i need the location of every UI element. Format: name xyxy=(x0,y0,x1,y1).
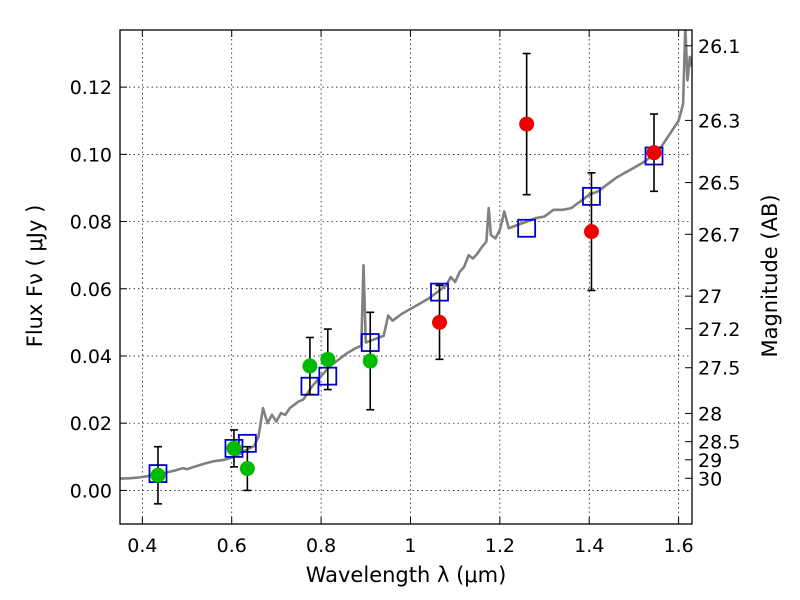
y-tick-label: 0.10 xyxy=(70,144,112,166)
y-tick-label: 0.00 xyxy=(70,480,112,502)
y2-tick-label: 28 xyxy=(698,403,722,425)
x-tick-label: 0.6 xyxy=(217,535,247,557)
grid-lines xyxy=(120,30,692,524)
y2-tick-label: 27 xyxy=(698,286,722,308)
y2-axis-label: Magnitude (AB) xyxy=(758,194,782,357)
x-tick-label: 1 xyxy=(404,535,416,557)
x-axis-label: Wavelength λ (μm) xyxy=(306,563,507,587)
data-point-marker xyxy=(150,467,166,483)
y-tick-label: 0.12 xyxy=(70,77,112,99)
data-point-marker xyxy=(226,440,242,456)
y2-tick-label: 26.1 xyxy=(698,36,740,58)
model-square-marker xyxy=(517,218,537,238)
data-point-marker xyxy=(519,116,535,132)
data-point-marker xyxy=(432,314,448,330)
y2-tick-label: 30 xyxy=(698,468,722,490)
spectrum-line xyxy=(120,30,692,480)
data-point-marker xyxy=(583,224,599,240)
axis-ticks: 0.4 0.6 0.8 1 1.2 1.4 1.6 0.00 0.02 0.04 0.06 0.08 0… xyxy=(70,30,740,557)
x-tick-label: 0.4 xyxy=(127,535,157,557)
y2-tick-label: 26.5 xyxy=(698,173,740,195)
data-point-marker xyxy=(239,461,255,477)
data-point-marker xyxy=(362,353,378,369)
x-tick-label: 1.6 xyxy=(663,535,693,557)
y2-tick-label: 27.2 xyxy=(698,319,740,341)
y2-tick-label: 28.5 xyxy=(698,432,740,454)
y2-tick-label: 29 xyxy=(698,450,722,472)
y-tick-label: 0.08 xyxy=(70,212,112,234)
y-tick-label: 0.02 xyxy=(70,413,112,435)
data-point-marker xyxy=(320,351,336,367)
x-tick-label: 0.8 xyxy=(306,535,336,557)
data-point-marker xyxy=(646,145,662,161)
y-tick-label: 0.04 xyxy=(70,346,112,368)
y2-tick-label: 26.3 xyxy=(698,110,740,132)
y2-tick-label: 26.7 xyxy=(698,224,740,246)
x-tick-label: 1.4 xyxy=(574,535,604,557)
y-tick-label: 0.06 xyxy=(70,279,112,301)
y-axis-label: Flux Fν ( μJy ) xyxy=(23,205,47,348)
data-point-marker xyxy=(302,358,318,374)
plot-area xyxy=(120,30,692,505)
axes-frame xyxy=(119,29,693,525)
x-tick-label: 1.2 xyxy=(485,535,515,557)
y2-tick-label: 27.5 xyxy=(698,358,740,380)
